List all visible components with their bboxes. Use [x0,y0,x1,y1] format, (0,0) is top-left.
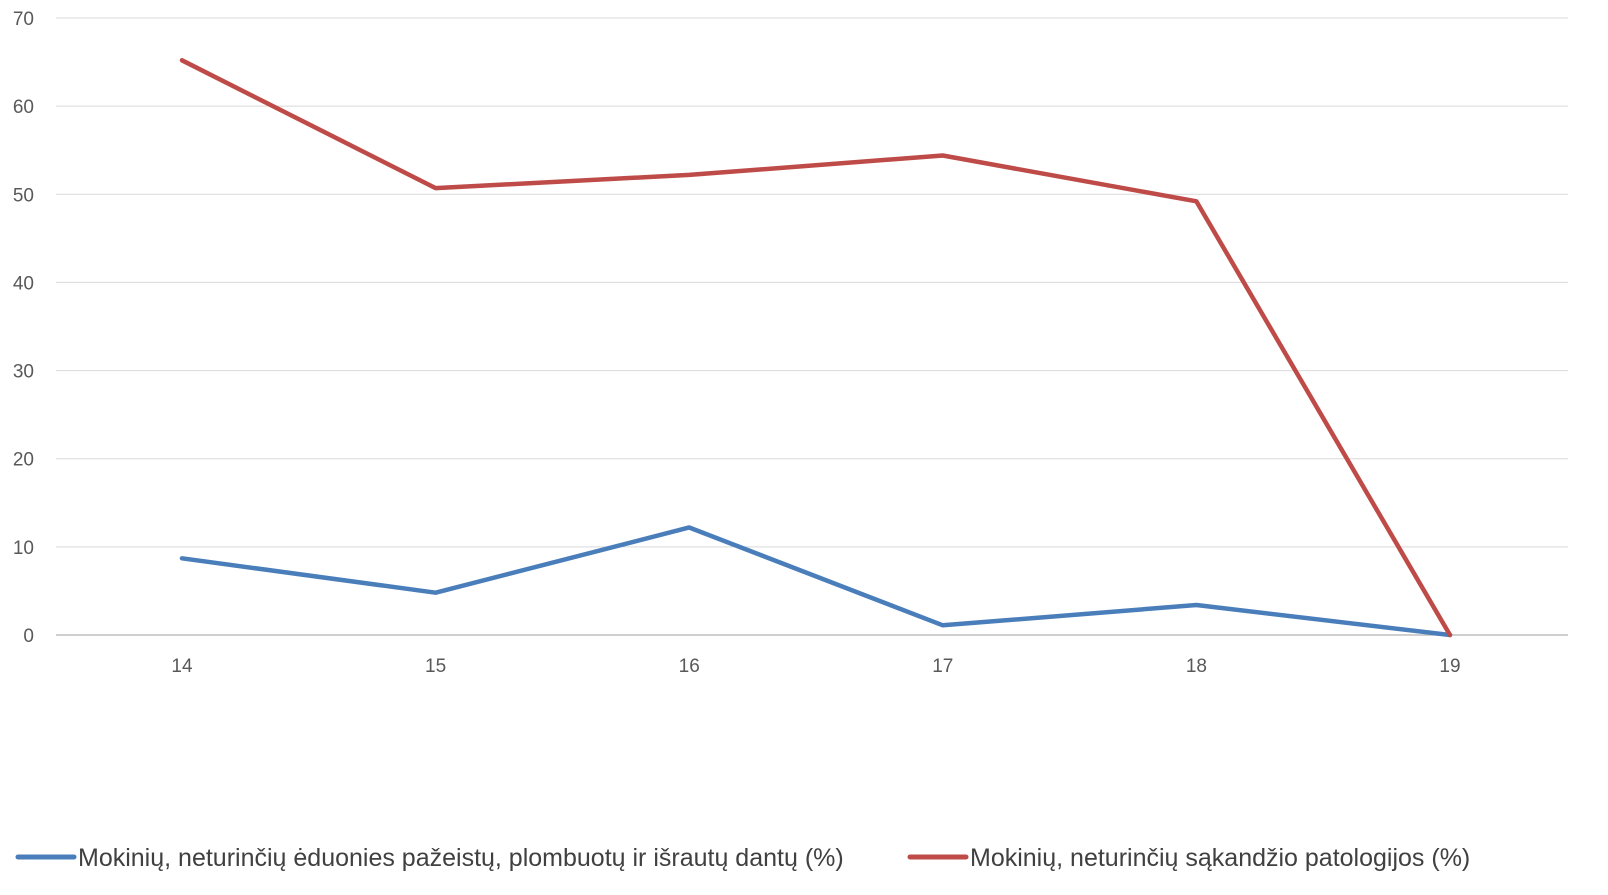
legend-item-0: Mokinių, neturinčių ėduonies pažeistų, p… [15,844,844,872]
x-tick-label: 16 [679,656,700,677]
x-tick-label: 14 [171,656,193,677]
y-tick-label: 0 [23,626,34,647]
y-tick-label: 60 [13,97,34,118]
x-tick-label: 15 [425,656,446,677]
legend-label-0: Mokinių, neturinčių ėduonies pažeistų, p… [78,844,844,872]
x-tick-label: 19 [1439,656,1460,677]
legend-item-1: Mokinių, neturinčių sąkandžio patologijo… [907,844,1470,872]
series-lines [179,58,1453,638]
y-axis-ticks: 0 10 20 30 40 50 60 70 [13,9,34,647]
y-tick-label: 10 [13,538,34,559]
y-tick-label: 70 [13,9,34,30]
y-tick-label: 30 [13,362,34,383]
legend-label-1: Mokinių, neturinčių sąkandžio patologijo… [970,844,1470,872]
legend: Mokinių, neturinčių ėduonies pažeistų, p… [15,844,1470,872]
y-tick-label: 20 [13,450,34,471]
gridlines [56,17,1568,636]
x-axis-ticks: 14 15 16 17 18 19 [171,656,1460,677]
x-tick-label: 17 [932,656,953,677]
x-tick-label: 18 [1186,656,1207,677]
y-tick-label: 50 [13,185,34,206]
series-line-1 [179,58,1453,638]
y-tick-label: 40 [13,273,34,294]
series-line-0 [179,525,1453,638]
